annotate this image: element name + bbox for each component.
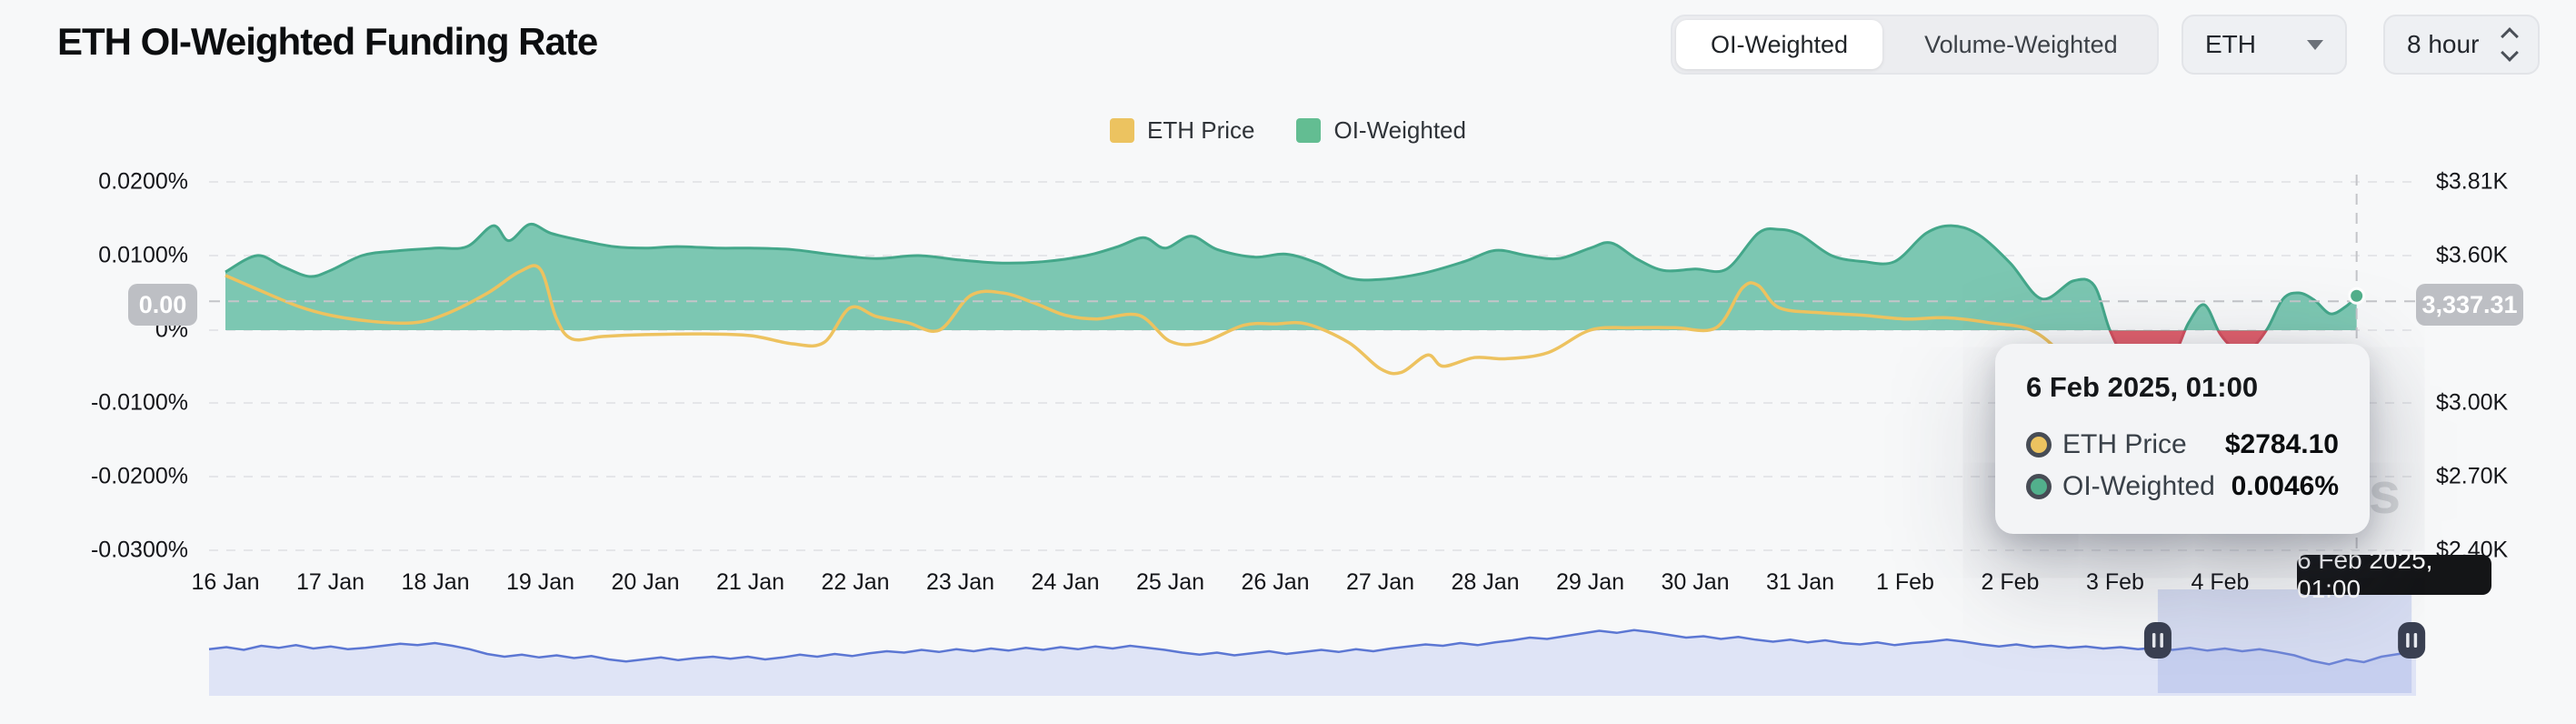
tooltip-row-oi-weighted: OI-Weighted 0.0046% — [2026, 471, 2339, 502]
x-axis-tick: 21 Jan — [715, 569, 785, 595]
navigator-right-handle[interactable] — [2398, 622, 2426, 659]
x-axis-tick: 24 Jan — [1031, 569, 1100, 595]
x-axis-tick: 17 Jan — [295, 569, 365, 595]
toggle-volume-weighted[interactable]: Volume-Weighted — [1924, 30, 2118, 58]
interval-select-value: 8 hour — [2407, 30, 2480, 58]
toggle-oi-weighted[interactable]: OI-Weighted — [1676, 20, 1883, 69]
x-axis-tick: 4 Feb — [2191, 569, 2250, 595]
x-axis-tick: 26 Jan — [1241, 569, 1310, 595]
x-axis-tick: 27 Jan — [1345, 569, 1415, 595]
tooltip-value: $2784.10 — [2224, 429, 2339, 459]
legend-item-eth-price[interactable]: ETH Price — [1110, 116, 1254, 145]
crosshair-right-axis-badge: 3,337.31 — [2416, 284, 2523, 326]
chart-tooltip: 6 Feb 2025, 01:00 ETH Price $2784.10 OI-… — [1995, 344, 2370, 534]
tooltip-value: 0.0046% — [2231, 471, 2339, 501]
tooltip-date: 6 Feb 2025, 01:00 — [2026, 371, 2259, 403]
crosshair-date-badge: 6 Feb 2025, 01:00 — [2297, 546, 2491, 603]
oi-weighted-point — [2348, 287, 2366, 305]
left-axis-tick: -0.0300% — [90, 537, 188, 563]
chart-legend: ETH Price OI-Weighted — [0, 116, 2576, 145]
navigator-selection[interactable] — [2157, 589, 2412, 693]
oi-weighted-area-positive — [225, 224, 2357, 331]
tooltip-label: ETH Price — [2062, 429, 2187, 459]
left-axis-tick: 0.0100% — [98, 242, 188, 268]
x-axis-tick: 25 Jan — [1135, 569, 1205, 595]
left-axis-tick: -0.0200% — [90, 463, 188, 489]
coin-select-value: ETH — [2205, 30, 2256, 58]
right-axis-tick: $3.81K — [2436, 168, 2509, 195]
x-axis-tick: 28 Jan — [1451, 569, 1520, 595]
chevron-down-icon — [2307, 39, 2323, 50]
x-axis-tick: 3 Feb — [2086, 569, 2144, 595]
x-axis-tick: 20 Jan — [611, 569, 680, 595]
legend-swatch-icon — [1110, 118, 1135, 143]
legend-item-oi-weighted[interactable]: OI-Weighted — [1296, 116, 1466, 145]
x-axis-tick: 22 Jan — [821, 569, 890, 595]
navigator-left-handle[interactable] — [2143, 622, 2172, 659]
x-axis-tick: 19 Jan — [505, 569, 575, 595]
legend-swatch-icon — [1296, 118, 1322, 143]
x-axis-tick: 1 Feb — [1876, 569, 1934, 595]
crosshair-left-axis-badge: 0.00 — [128, 284, 197, 326]
x-axis-tick: 29 Jan — [1555, 569, 1625, 595]
weighting-toggle: OI-Weighted Volume-Weighted — [1671, 15, 2159, 75]
right-axis-tick: $2.70K — [2436, 463, 2509, 489]
legend-label: OI-Weighted — [1333, 116, 1466, 144]
x-axis-tick: 31 Jan — [1765, 569, 1835, 595]
x-axis-tick: 30 Jan — [1661, 569, 1730, 595]
eth-price-marker-icon — [2026, 432, 2052, 458]
x-axis-tick: 18 Jan — [401, 569, 470, 595]
x-axis-tick: 23 Jan — [925, 569, 995, 595]
navigator-area[interactable] — [209, 629, 2416, 696]
navigator-line — [208, 628, 2417, 666]
coin-select[interactable]: ETH — [2182, 15, 2347, 75]
left-axis-tick: 0.0200% — [98, 168, 188, 195]
legend-label: ETH Price — [1147, 116, 1255, 144]
eth-price-line — [225, 264, 2358, 497]
tooltip-row-eth-price: ETH Price $2784.10 — [2026, 429, 2339, 460]
interval-select[interactable]: 8 hour — [2383, 15, 2540, 75]
oi-weighted-marker-icon — [2026, 474, 2052, 499]
tooltip-label: OI-Weighted — [2062, 471, 2215, 501]
x-axis-tick: 2 Feb — [1981, 569, 2040, 595]
x-axis-tick: 16 Jan — [191, 569, 260, 595]
page-title: ETH OI-Weighted Funding Rate — [57, 20, 598, 63]
right-axis-tick: $3.00K — [2436, 389, 2509, 416]
right-axis-tick: $3.60K — [2436, 242, 2509, 268]
left-axis-tick: -0.0100% — [90, 389, 188, 416]
